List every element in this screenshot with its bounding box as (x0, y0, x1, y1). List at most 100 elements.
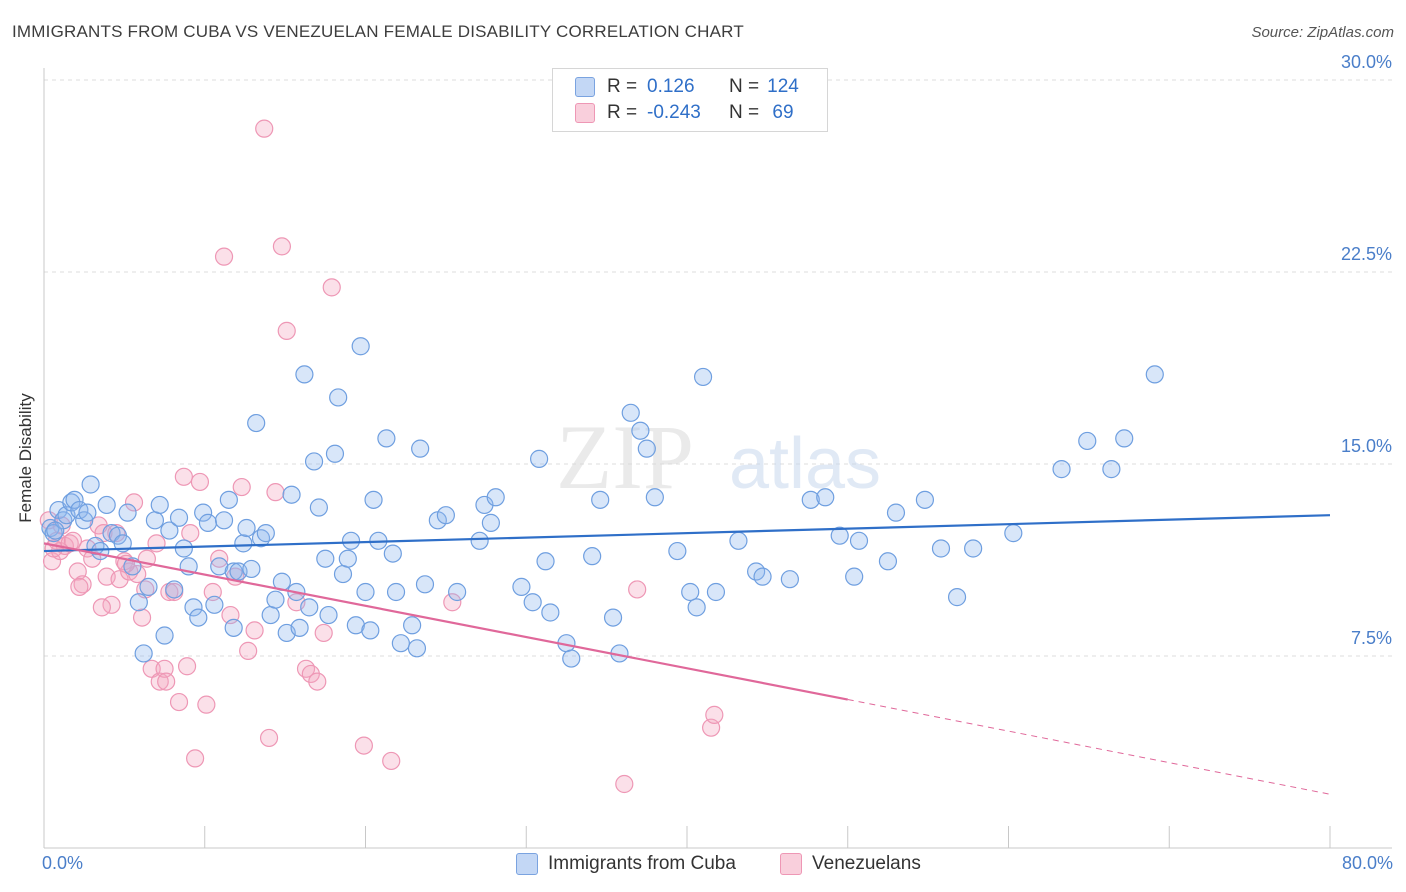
cuba-point (448, 582, 467, 602)
bottom-legend-label-venezuelans: Venezuelans (812, 853, 921, 874)
cuba-point (1078, 431, 1097, 451)
venezuelans-point (44, 539, 63, 558)
cuba-point (205, 595, 224, 614)
cuba-point (214, 511, 234, 530)
cuba-point (947, 588, 967, 607)
cuba-point (184, 598, 203, 617)
cuba-point (591, 490, 610, 509)
cuba-point (964, 539, 983, 558)
venezuelans-point (177, 657, 197, 676)
cuba-point (309, 498, 328, 517)
watermark: ZIP atlas (556, 406, 881, 508)
venezuelans-point (314, 623, 333, 643)
venezuelans-point (277, 321, 296, 340)
cuba-point (333, 564, 353, 584)
cuba-point (319, 605, 338, 625)
cuba-point (830, 526, 849, 545)
venezuelans-point (124, 493, 144, 512)
venezuelans-point (255, 119, 274, 138)
cuba-point (261, 605, 280, 625)
venezuelans-trend-line (43, 542, 848, 701)
venezuelans-point (322, 278, 341, 297)
cuba-point (386, 582, 406, 602)
cuba-point (210, 557, 229, 576)
cuba-point (129, 593, 148, 612)
venezuelans-point (70, 577, 89, 596)
venezuelans-point (181, 524, 200, 543)
cuba-point (470, 531, 489, 550)
cuba-point (237, 518, 256, 538)
y-tick-label: 7.5% (1351, 628, 1392, 648)
cuba-point (174, 539, 193, 558)
venezuelans-point (186, 749, 205, 768)
cuba-point (304, 452, 324, 471)
cuba-point (145, 511, 165, 530)
cuba-point (878, 552, 898, 571)
cuba-point (266, 590, 285, 609)
legend-n-value: 69 (772, 102, 794, 123)
legend-n-value: 124 (767, 76, 799, 97)
cuba-point (316, 549, 335, 568)
cuba-point (251, 529, 271, 548)
cuba-point (256, 524, 275, 543)
cuba-point (97, 495, 116, 515)
gridlines (44, 79, 1392, 657)
cuba-point (1004, 524, 1023, 543)
cuba-point (383, 544, 402, 563)
cuba-point (886, 503, 906, 522)
cuba-point (645, 488, 664, 507)
trend-lines (43, 514, 1331, 795)
cuba-point (364, 490, 383, 509)
legend-r-label: R = (607, 102, 638, 123)
cuba-point (282, 485, 301, 504)
cuba-point (165, 580, 184, 599)
venezuelans-point (210, 549, 229, 568)
venezuelans-point (174, 467, 193, 486)
cuba-point (139, 577, 158, 596)
venezuelans-point (272, 237, 292, 256)
cuba-point (562, 649, 581, 668)
watermark-atlas: atlas (729, 424, 881, 504)
cuba-point (1145, 365, 1164, 384)
venezuelans-point (92, 598, 111, 617)
cuba-point (411, 439, 430, 458)
cuba-point (361, 621, 380, 640)
cuba-point (78, 503, 97, 522)
cuba-point (242, 559, 261, 579)
legend-r-value: -0.243 (647, 102, 701, 123)
cuba-point (530, 449, 549, 468)
cuba-point (1052, 460, 1071, 479)
venezuelans-point (266, 483, 285, 502)
venezuelans-point (354, 736, 373, 755)
cuba-point (46, 521, 65, 540)
venezuelans-point (73, 575, 92, 594)
cuba-point (134, 644, 153, 663)
venezuelans-trend-extension (847, 699, 1331, 795)
venezuelans-point (382, 751, 401, 771)
y-tick-label: 30.0% (1341, 52, 1392, 72)
cuba-point (512, 577, 531, 596)
cuba-point (693, 367, 713, 387)
cuba-point (523, 593, 542, 612)
cuba-point (194, 503, 213, 522)
cuba-point (65, 490, 84, 509)
cuba-point (621, 403, 640, 422)
venezuelans-point (169, 692, 189, 712)
cuba-point (198, 513, 218, 532)
cuba-point (325, 444, 345, 463)
venezuelans-point (142, 659, 161, 678)
cuba-point (668, 541, 687, 561)
venezuelans-point (147, 534, 166, 553)
venezuelans-point (132, 608, 152, 627)
venezuelans-point (160, 582, 179, 602)
bottom-legend-venezuelans: Venezuelans (780, 853, 921, 875)
cuba-point (351, 337, 370, 356)
venezuelans-point (214, 247, 234, 266)
cuba-point (1102, 460, 1121, 479)
cuba-point (329, 388, 348, 407)
cuba-point (780, 570, 799, 589)
cuba-point (536, 552, 555, 571)
venezuelans-point (259, 728, 279, 748)
cuba-point (583, 547, 602, 566)
